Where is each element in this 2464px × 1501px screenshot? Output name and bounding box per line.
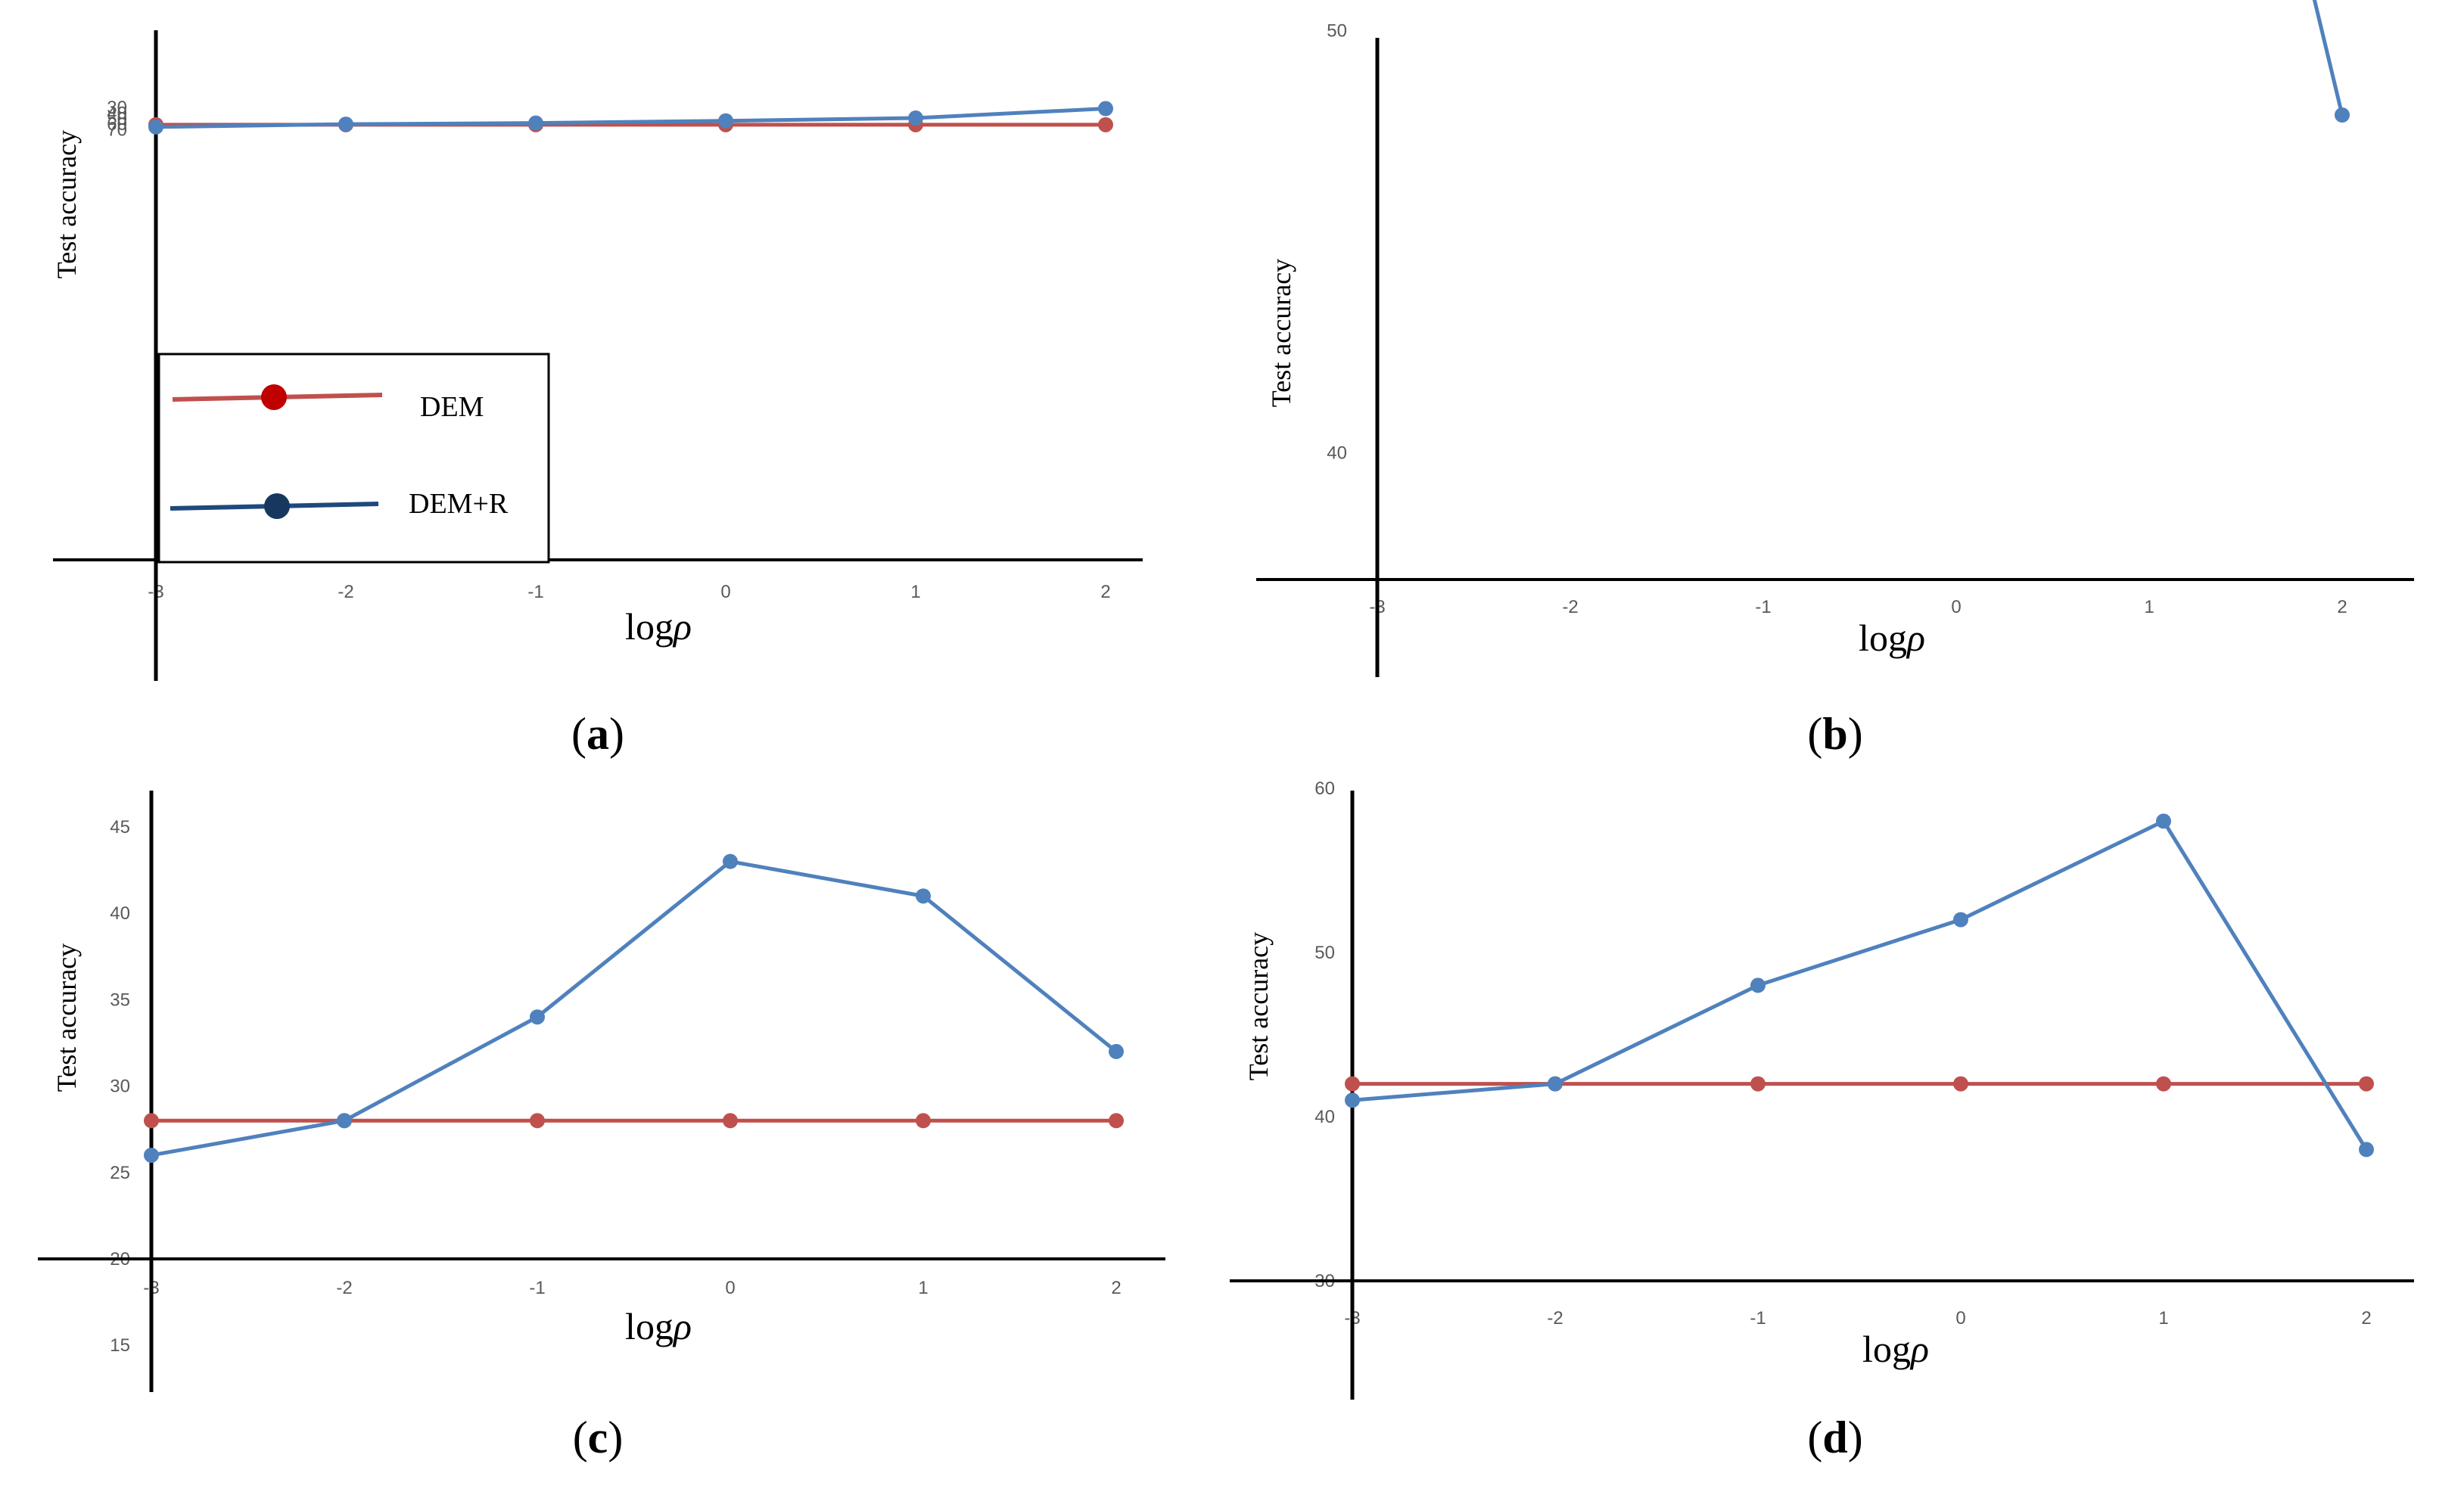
data-point-dem xyxy=(916,1113,931,1129)
x-axis-label: logρ xyxy=(1859,617,1925,659)
y-tick-label: 40 xyxy=(1314,1107,1335,1127)
y-tick-label: 50 xyxy=(107,109,127,129)
series-line-dem-r xyxy=(151,859,1118,1158)
data-point-dem xyxy=(1098,117,1113,132)
x-tick-label: 0 xyxy=(725,1278,735,1298)
legend: DEM DEM+R xyxy=(157,353,550,564)
data-point-dem-r xyxy=(1109,1043,1124,1059)
data-point-dem xyxy=(1750,1076,1766,1092)
legend-marker-dem xyxy=(261,384,287,410)
data-point-dem-r xyxy=(2335,107,2350,123)
legend-label-dem-r: DEM+R xyxy=(409,488,509,520)
x-tick-label: 0 xyxy=(1951,597,1961,617)
data-point-dem-r xyxy=(1750,977,1766,993)
legend-marker-dem-r xyxy=(264,493,290,519)
data-point-dem xyxy=(530,1113,545,1129)
data-point-dem xyxy=(144,1113,159,1129)
x-tick-label: 1 xyxy=(910,582,920,602)
data-point-dem-r xyxy=(528,115,543,131)
data-point-dem-r xyxy=(1098,101,1113,117)
data-point-dem-r xyxy=(148,119,163,135)
x-tick-label: 0 xyxy=(720,582,730,602)
y-tick-label: 15 xyxy=(110,1335,130,1356)
data-point-dem xyxy=(1345,1076,1360,1092)
x-axis-label: logρ xyxy=(625,1305,692,1347)
y-tick-label: 40 xyxy=(107,103,127,123)
series-line-dem-r xyxy=(2312,0,2344,116)
y-tick-label: 35 xyxy=(110,990,130,1010)
series-line-dem-r xyxy=(1352,819,2369,1151)
data-point-dem-r xyxy=(718,113,733,129)
data-point-dem-r xyxy=(916,888,931,904)
y-tick-label: 40 xyxy=(110,903,130,924)
x-tick-label: 1 xyxy=(2158,1308,2168,1329)
data-point-dem xyxy=(2359,1076,2374,1092)
data-point-dem xyxy=(723,1113,738,1129)
y-tick-label: 50 xyxy=(1327,20,1347,41)
data-point-dem-r xyxy=(1953,912,1968,928)
x-tick-label: -2 xyxy=(1562,597,1578,617)
legend-label-dem: DEM xyxy=(420,391,484,423)
panel-caption: (a) xyxy=(571,709,624,759)
x-tick-label: -2 xyxy=(1547,1308,1563,1329)
y-tick-label: 50 xyxy=(1314,943,1335,963)
data-point-dem-r xyxy=(338,117,353,132)
y-tick-label: 60 xyxy=(1314,778,1335,799)
panel-caption: (b) xyxy=(1807,709,1862,759)
x-axis-label: logρ xyxy=(625,605,692,648)
x-tick-label: -1 xyxy=(1750,1308,1766,1329)
data-point-dem-r xyxy=(1548,1076,1563,1092)
x-tick-label: -2 xyxy=(336,1278,352,1298)
y-tick-label: 25 xyxy=(110,1163,130,1183)
y-tick-label: 30 xyxy=(110,1077,130,1097)
data-point-dem-r xyxy=(1345,1092,1360,1108)
y-tick-label: 45 xyxy=(110,817,130,838)
panel-caption: (d) xyxy=(1807,1412,1862,1462)
x-tick-label: 2 xyxy=(2337,597,2347,617)
x-tick-label: 1 xyxy=(918,1278,928,1298)
series-line-dem-r xyxy=(155,107,1106,129)
x-tick-label: 0 xyxy=(1955,1308,1965,1329)
data-point-dem-r xyxy=(530,1009,545,1025)
data-point-dem-r xyxy=(337,1113,352,1129)
x-tick-label: 1 xyxy=(2144,597,2154,617)
x-tick-label: -1 xyxy=(529,1278,545,1298)
x-tick-label: -1 xyxy=(1755,597,1771,617)
data-point-dem xyxy=(1109,1113,1124,1129)
y-tick-label: 30 xyxy=(107,98,127,118)
y-tick-label: 40 xyxy=(1327,443,1347,463)
y-axis-label: Test accuracy xyxy=(1243,932,1274,1080)
x-axis-label: logρ xyxy=(1862,1328,1929,1370)
x-tick-label: 2 xyxy=(2361,1308,2371,1329)
x-tick-label: -1 xyxy=(527,582,543,602)
x-tick-label: 2 xyxy=(1100,582,1110,602)
data-point-dem xyxy=(1953,1076,1968,1092)
panel-caption: (c) xyxy=(573,1412,624,1462)
data-point-dem-r xyxy=(723,853,738,869)
data-point-dem-r xyxy=(2359,1142,2374,1158)
data-point-dem-r xyxy=(2156,813,2171,829)
data-point-dem-r xyxy=(144,1147,159,1163)
y-axis-label: Test accuracy xyxy=(51,130,82,278)
data-point-dem xyxy=(2156,1076,2171,1092)
y-tick-label: 60 xyxy=(107,114,127,135)
data-point-dem-r xyxy=(908,110,923,126)
legend-box xyxy=(157,353,550,564)
y-tick-label: 70 xyxy=(107,120,127,140)
y-axis-label: Test accuracy xyxy=(51,943,82,1092)
y-axis-label: Test accuracy xyxy=(1266,259,1296,407)
x-tick-label: 2 xyxy=(1111,1278,1121,1298)
x-tick-label: -2 xyxy=(338,582,353,602)
